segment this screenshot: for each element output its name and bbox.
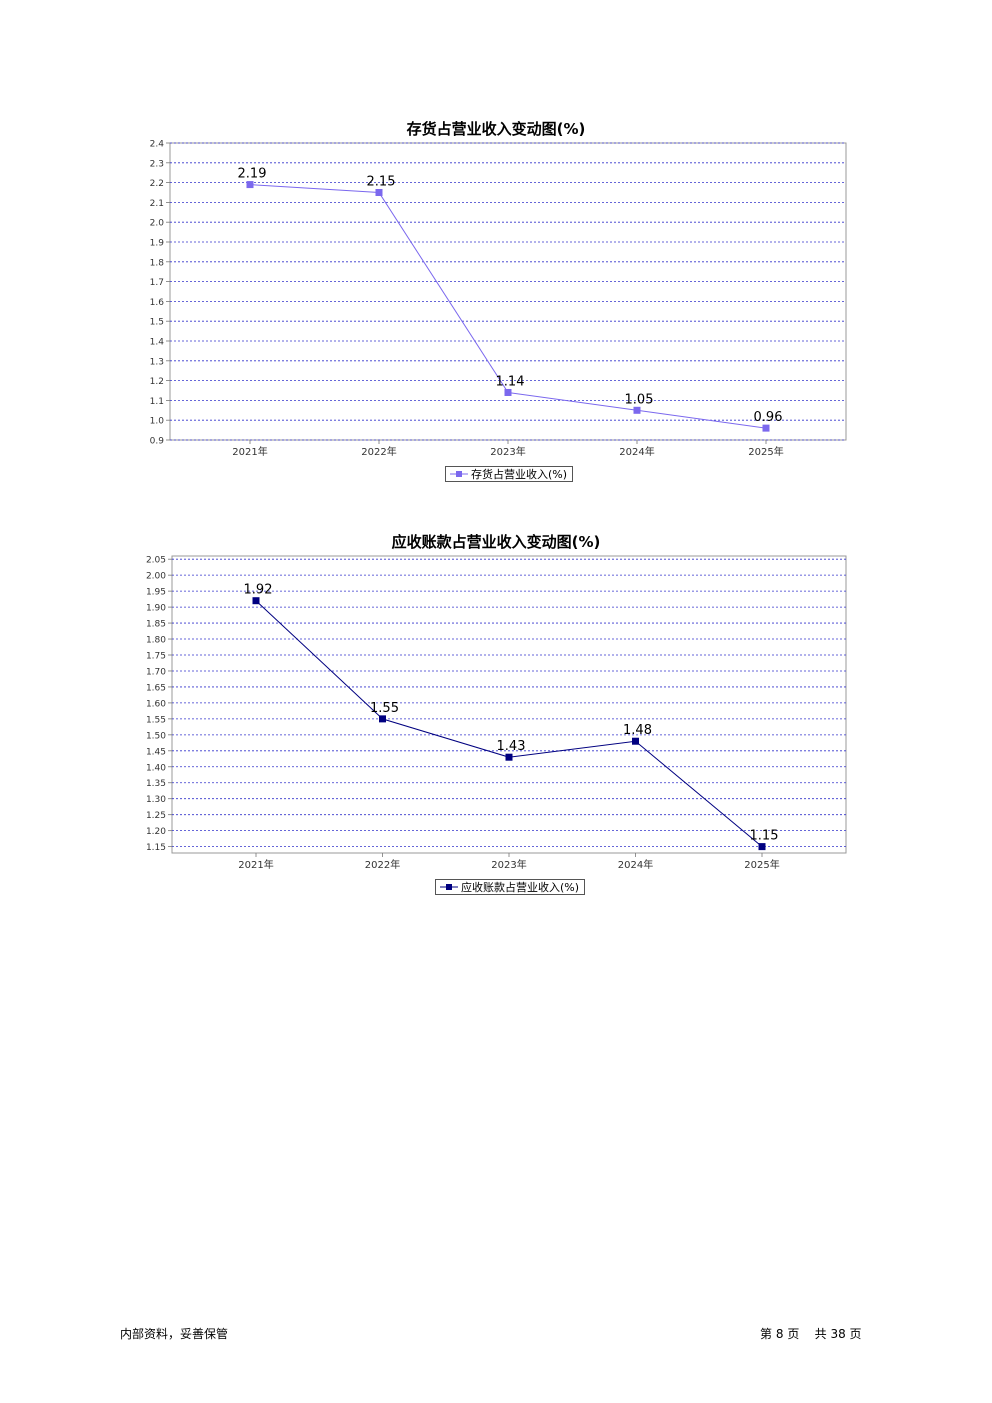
chart-plot: 2.4 2.3 2.2 2.1 2.0 1.9 1.8 1.7 1.6 1.5 1.4 1.3 1.2 1… (150, 140, 847, 458)
y-tick-label: 1.55 (146, 715, 166, 725)
data-label: 1.43 (497, 739, 526, 754)
y-tick-label: 1.3 (150, 357, 164, 367)
y-tick-label: 1.80 (146, 636, 166, 646)
y-tick-label: 2.3 (150, 159, 164, 169)
page-unit: 页 (787, 1327, 800, 1341)
chart-legend: 应收账款占营业收入(%) (435, 879, 586, 895)
data-label: 1.05 (625, 392, 654, 407)
y-tick-label: 1.5 (150, 318, 164, 328)
data-label: 2.15 (367, 175, 396, 190)
data-point (758, 843, 766, 851)
y-tick-label: 1.50 (146, 731, 166, 741)
y-tick-label: 1.60 (146, 699, 166, 709)
receivables-revenue-chart: 应收账款占营业收入变动图(%) 2.05 2.00 1.95 1.90 1.85 1.80… (0, 525, 992, 905)
y-tick-label: 1.85 (146, 620, 166, 630)
y-tick-label: 1.8 (150, 258, 165, 268)
data-label: 1.55 (370, 701, 399, 716)
y-tick-label: 1.1 (150, 397, 164, 407)
x-tick-label: 2021年 (232, 445, 267, 458)
inventory-revenue-chart: 存货占营业收入变动图(%) 2.4 2.3 2.2 2.1 2.0 1.9 1.8 1.7 1.… (0, 112, 992, 492)
y-tick-label: 1.6 (150, 298, 165, 308)
y-tick-label: 1.35 (146, 779, 166, 789)
x-tick-label: 2022年 (365, 858, 400, 871)
y-tick-label: 1.95 (146, 588, 166, 598)
footer-confidential-note: 内部资料，妥善保管 (120, 1327, 229, 1341)
x-tick-label: 2024年 (619, 445, 654, 458)
y-tick-label: 1.30 (146, 795, 166, 805)
data-point (762, 424, 770, 432)
x-tick-label: 2023年 (491, 858, 526, 871)
data-point (375, 189, 383, 196)
page-current: 8 (775, 1327, 784, 1341)
data-label: 1.15 (750, 829, 779, 844)
data-label: 2.19 (238, 167, 267, 182)
chart-title: 存货占营业收入变动图(%) (406, 120, 586, 138)
chart-legend: 存货占营业收入(%) (445, 466, 574, 482)
y-tick-label: 1.70 (146, 667, 166, 677)
total-prefix: 共 (814, 1327, 827, 1341)
data-point (504, 388, 512, 396)
y-tick-label: 2.2 (150, 179, 164, 189)
data-label: 0.96 (754, 410, 783, 425)
y-tick-label: 0.9 (150, 437, 165, 447)
legend-label: 应收账款占营业收入(%) (461, 881, 580, 894)
data-label: 1.92 (244, 583, 273, 598)
y-tick-label: 1.75 (146, 652, 166, 662)
y-tick-label: 1.4 (150, 338, 165, 348)
legend-swatch-icon (450, 469, 468, 479)
y-tick-label: 1.40 (146, 763, 166, 773)
y-tick-label: 2.05 (146, 556, 166, 566)
y-tick-label: 2.00 (146, 572, 166, 582)
y-tick-label: 1.7 (150, 278, 164, 288)
x-tick-label: 2022年 (361, 445, 396, 458)
y-tick-label: 1.9 (150, 239, 165, 249)
data-point (379, 715, 386, 723)
chart-title: 应收账款占营业收入变动图(%) (391, 533, 601, 551)
page-prefix: 第 (760, 1327, 773, 1341)
y-tick-label: 2.4 (150, 140, 165, 150)
data-label: 1.14 (496, 374, 525, 389)
x-tick-label: 2025年 (748, 445, 783, 458)
legend-label: 存货占营业收入(%) (471, 468, 568, 481)
y-tick-label: 2.1 (150, 199, 164, 209)
x-tick-label: 2025年 (744, 858, 779, 871)
data-point (633, 406, 641, 414)
data-point (505, 753, 513, 761)
chart-plot: 2.05 2.00 1.95 1.90 1.85 1.80 1.75 1.70 1.65 1.60… (146, 555, 847, 871)
y-tick-label: 1.45 (146, 747, 166, 757)
plot-frame (171, 555, 847, 854)
total-unit: 页 (849, 1327, 862, 1341)
y-tick-label: 1.2 (150, 377, 164, 387)
footer-page-number: 第 8 页 共 38 页 (760, 1325, 862, 1342)
y-tick-label: 1.25 (146, 811, 166, 821)
page-total: 38 (830, 1327, 846, 1341)
data-point (252, 597, 260, 605)
y-tick-label: 1.20 (146, 827, 166, 837)
y-tick-label: 1.65 (146, 683, 166, 693)
y-tick-label: 2.0 (150, 219, 165, 229)
x-tick-label: 2024年 (618, 858, 653, 871)
x-tick-label: 2021年 (238, 858, 273, 871)
data-point (632, 737, 639, 745)
legend-swatch-icon (440, 882, 458, 892)
data-label: 1.48 (623, 723, 652, 738)
y-tick-label: 1.0 (150, 417, 165, 427)
y-tick-label: 1.90 (146, 604, 166, 614)
data-point (246, 181, 254, 189)
x-tick-label: 2023年 (490, 445, 525, 458)
y-tick-label: 1.15 (146, 843, 166, 853)
